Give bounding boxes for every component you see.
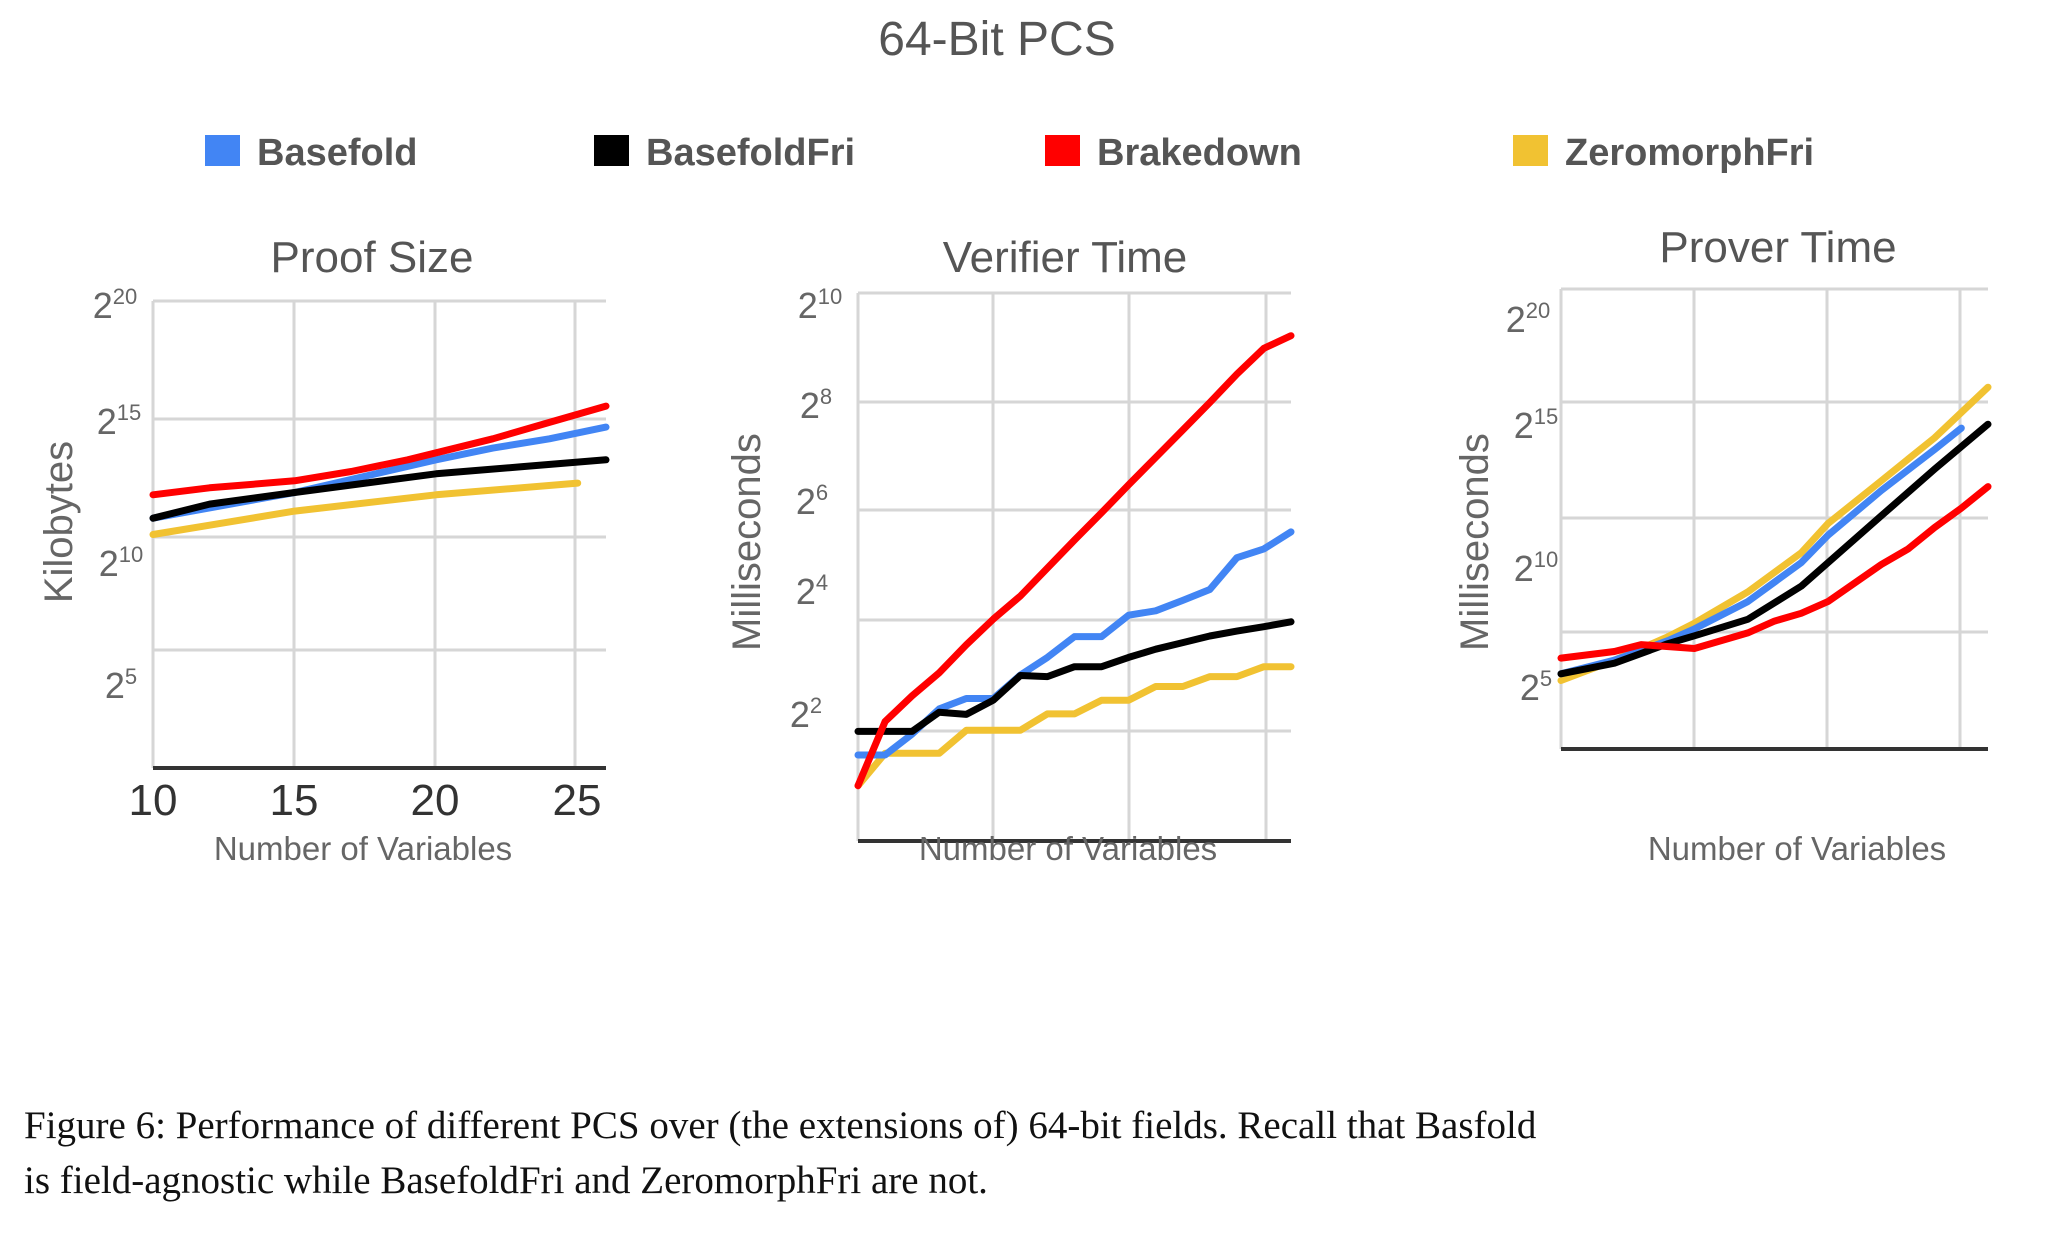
figure-title: 64-Bit PCS	[878, 13, 1115, 66]
y-tick-label: 220	[93, 284, 138, 326]
figure-caption: Figure 6: Performance of different PCS o…	[24, 1098, 2034, 1208]
y-tick-label: 210	[1514, 547, 1559, 589]
y-tick-label: 220	[1506, 298, 1551, 340]
series-line-brakedown	[149, 402, 610, 499]
legend-item-zeromorphfri: ZeromorphFri	[1513, 132, 1814, 174]
y-tick-label: 215	[1514, 404, 1559, 446]
chart-title: Verifier Time	[943, 233, 1188, 282]
x-tick-label: 10	[129, 776, 178, 825]
caption-line-1: Figure 6: Performance of different PCS o…	[24, 1104, 1537, 1147]
legend-item-brakedown: Brakedown	[1045, 132, 1302, 174]
series-line-zeromorphfri	[149, 479, 582, 538]
y-tick-label: 210	[99, 542, 144, 584]
chart-title: Proof Size	[271, 233, 474, 282]
series-line-basefoldfri	[1557, 420, 1992, 678]
x-tick-label: 15	[270, 776, 319, 825]
y-tick-label: 24	[796, 570, 828, 612]
y-tick-label: 22	[790, 693, 822, 735]
legend: Basefold BasefoldFri Brakedown ZeromorphFri	[205, 132, 1814, 174]
x-axis-label: Number of Variables	[214, 830, 512, 867]
chart-proof-size: Proof Size 220 215 210 25 10 15 20 25 Number of V…	[37, 233, 610, 867]
legend-swatch	[594, 135, 629, 166]
y-tick-label: 25	[1520, 666, 1552, 708]
y-axis-label: Milliseconds	[725, 433, 769, 651]
series-line-zeromorphfri	[854, 663, 1295, 790]
series-line-basefoldfri	[854, 618, 1295, 735]
series-line-basefoldfri	[149, 456, 610, 522]
y-tick-label: 25	[105, 664, 137, 706]
y-tick-label: 215	[97, 400, 142, 442]
chart-prover-time: Prover Time 220 215 210 25 Number of Variable…	[1453, 223, 1992, 867]
legend-label: Basefold	[257, 132, 417, 174]
y-axis-label: Milliseconds	[1453, 433, 1497, 651]
legend-label: Brakedown	[1097, 132, 1302, 174]
x-axis-label: Number of Variables	[1648, 830, 1946, 867]
y-axis-label: Kilobytes	[37, 441, 81, 603]
series-line-brakedown	[1557, 483, 1992, 662]
legend-item-basefoldfri: BasefoldFri	[594, 132, 855, 174]
figure: 64-Bit PCS Basefold BasefoldFri Brakedown Z…	[37, 13, 1992, 867]
x-axis-label: Number of Variables	[919, 830, 1217, 867]
legend-label: BasefoldFri	[646, 132, 855, 174]
y-tick-label: 28	[800, 384, 832, 426]
legend-swatch	[205, 135, 240, 166]
legend-label: ZeromorphFri	[1565, 132, 1814, 174]
x-tick-label: 25	[553, 776, 602, 825]
legend-swatch	[1045, 135, 1080, 166]
legend-item-basefold: Basefold	[205, 132, 417, 174]
caption-line-2: is field-agnostic while BasefoldFri and …	[24, 1159, 988, 1202]
legend-swatch	[1513, 135, 1548, 166]
x-tick-label: 20	[411, 776, 460, 825]
series-line-brakedown	[854, 332, 1295, 790]
y-tick-label: 210	[798, 284, 843, 326]
y-tick-label: 26	[796, 480, 828, 522]
chart-title: Prover Time	[1659, 223, 1896, 272]
chart-verifier-time: Verifier Time 210 28 26 24 22 Number of Variab…	[725, 233, 1295, 867]
